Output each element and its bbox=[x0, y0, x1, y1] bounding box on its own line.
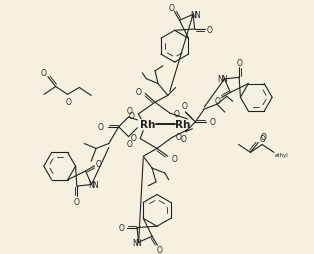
Text: O: O bbox=[41, 69, 47, 78]
Text: Rh: Rh bbox=[140, 119, 156, 129]
Text: O: O bbox=[181, 101, 187, 110]
Text: O: O bbox=[74, 197, 80, 206]
Text: O: O bbox=[174, 109, 180, 118]
Text: O: O bbox=[172, 154, 178, 163]
Text: N: N bbox=[190, 11, 196, 20]
Text: O: O bbox=[210, 118, 216, 127]
Text: O: O bbox=[128, 111, 134, 120]
Text: O: O bbox=[259, 135, 265, 144]
Text: O: O bbox=[214, 96, 220, 105]
Text: N: N bbox=[89, 180, 95, 189]
Text: O: O bbox=[127, 139, 133, 148]
Text: N: N bbox=[93, 180, 98, 189]
Text: N: N bbox=[194, 11, 200, 20]
Text: N: N bbox=[136, 238, 142, 247]
Text: N: N bbox=[132, 238, 138, 247]
Text: O: O bbox=[127, 106, 133, 115]
Text: O: O bbox=[169, 4, 175, 12]
Text: O: O bbox=[96, 159, 102, 168]
Text: O: O bbox=[98, 123, 104, 132]
Text: O: O bbox=[119, 223, 125, 232]
Text: O: O bbox=[157, 245, 163, 254]
Text: N: N bbox=[222, 75, 227, 84]
Text: ethyl: ethyl bbox=[275, 152, 289, 157]
Text: O: O bbox=[260, 133, 266, 141]
Text: O: O bbox=[207, 25, 213, 34]
Text: Rh: Rh bbox=[175, 119, 190, 129]
Text: O: O bbox=[135, 88, 141, 97]
Text: O: O bbox=[176, 133, 181, 141]
Text: O: O bbox=[131, 134, 136, 142]
Text: O: O bbox=[181, 135, 187, 144]
Text: N: N bbox=[218, 75, 223, 84]
Text: O: O bbox=[236, 58, 242, 67]
Text: O: O bbox=[66, 97, 72, 106]
